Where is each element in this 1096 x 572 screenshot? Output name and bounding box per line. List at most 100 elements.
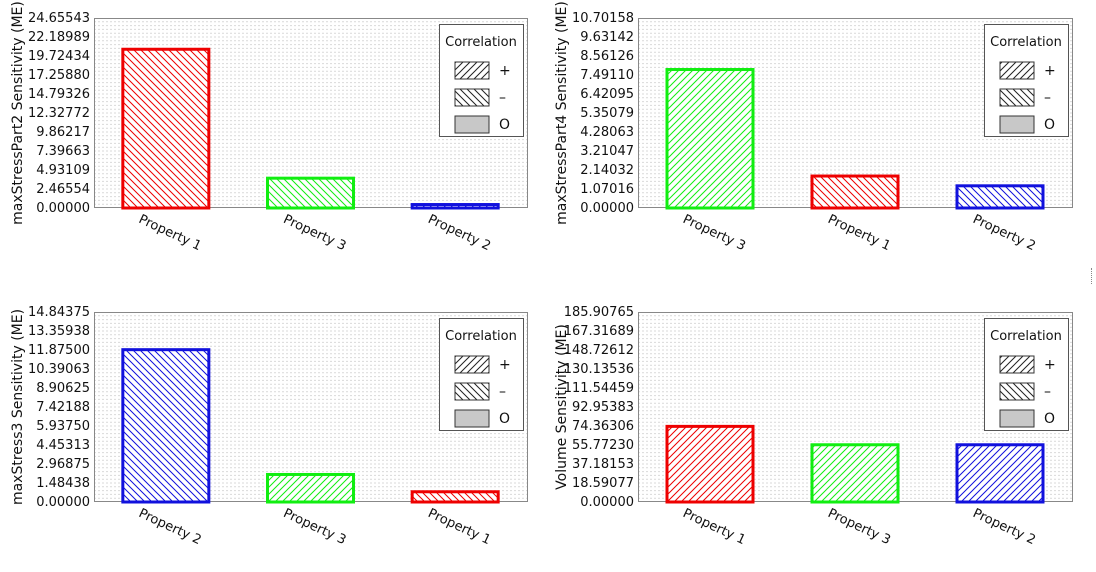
y-tick-label: 3.21047 <box>580 144 634 159</box>
bar-property-3[interactable] <box>810 443 900 504</box>
bar-property-1[interactable] <box>665 424 755 504</box>
y-axis-title: maxStressPart2 Sensitivity (ME) <box>10 1 26 225</box>
y-tick-label: 148.72612 <box>564 343 634 358</box>
y-tick-label: 0.00000 <box>36 201 90 216</box>
legend-title: Correlation <box>445 35 517 50</box>
y-tick-label: 7.42188 <box>36 400 90 415</box>
bar-property-1[interactable] <box>121 47 211 210</box>
category-label: Property 1 <box>825 212 892 254</box>
y-tick-label: 130.13536 <box>564 362 634 377</box>
legend: Correlation + – O <box>439 24 524 137</box>
y-tick-label: 8.56126 <box>580 49 634 64</box>
y-tick-label: 14.79326 <box>28 87 90 102</box>
y-tick-label: 24.65543 <box>28 11 90 26</box>
y-tick-label: 10.39063 <box>28 362 90 377</box>
y-tick-label: 7.39663 <box>36 144 90 159</box>
chart-panel-3: 0.00000 1.48438 2.96875 4.45313 5.93750 7.421… <box>10 305 528 548</box>
legend-symbol: – <box>1044 90 1051 106</box>
y-tick-label: 22.18989 <box>28 30 90 45</box>
bar-property-3[interactable] <box>266 176 355 210</box>
category-label: Property 2 <box>425 212 492 254</box>
chart-panel-4: 0.00000 18.59077 37.18153 55.77230 74.36306 9… <box>554 305 1073 548</box>
category-label: Property 1 <box>680 506 747 548</box>
y-tick-label: 0.00000 <box>580 495 634 510</box>
bar-property-2[interactable] <box>410 203 500 210</box>
category-label: Property 2 <box>136 506 203 548</box>
y-tick-label: 10.70158 <box>572 11 634 26</box>
legend-swatch <box>454 355 490 374</box>
bar-property-3[interactable] <box>266 472 355 504</box>
bar-property-2[interactable] <box>955 443 1045 504</box>
legend-swatch <box>999 409 1035 428</box>
chart-panel-2: 0.00000 1.07016 2.14032 3.21047 4.28063 5.350… <box>554 1 1073 254</box>
legend-swatch <box>454 88 490 107</box>
legend-swatch <box>999 88 1035 107</box>
y-tick-label: 18.59077 <box>572 476 634 491</box>
legend-swatch <box>999 115 1035 134</box>
legend-symbol: + <box>499 357 511 373</box>
y-tick-label: 55.77230 <box>572 438 634 453</box>
splitter-handle[interactable] <box>1091 268 1096 284</box>
legend-swatch <box>454 115 490 134</box>
y-tick-label: 14.84375 <box>28 305 90 320</box>
legend: Correlation + – O <box>984 318 1069 431</box>
y-tick-label: 185.90765 <box>564 305 634 320</box>
y-tick-label: 6.42095 <box>580 87 634 102</box>
y-tick-label: 4.93109 <box>36 163 90 178</box>
legend-swatch <box>454 61 490 80</box>
legend-symbol: + <box>1044 357 1056 373</box>
category-label: Property 3 <box>281 212 348 254</box>
y-tick-label: 9.63142 <box>580 30 634 45</box>
y-tick-label: 111.54459 <box>564 381 634 396</box>
bar-property-2[interactable] <box>955 184 1045 210</box>
legend-symbol: – <box>1044 384 1051 400</box>
y-tick-label: 7.49110 <box>580 68 634 83</box>
legend-symbol: – <box>499 384 506 400</box>
legend-symbol: O <box>1044 411 1055 427</box>
bar-property-1[interactable] <box>410 490 500 504</box>
legend-swatch <box>999 382 1035 401</box>
legend: Correlation + – O <box>439 318 524 431</box>
legend-symbol: O <box>1044 117 1055 133</box>
y-tick-label: 4.28063 <box>580 125 634 140</box>
category-label: Property 2 <box>970 212 1037 254</box>
bar-property-3[interactable] <box>665 68 755 210</box>
category-label: Property 1 <box>136 212 203 254</box>
y-tick-label: 17.25880 <box>28 68 90 83</box>
y-tick-label: 74.36306 <box>572 419 634 434</box>
y-tick-label: 92.95383 <box>572 400 634 415</box>
category-label: Property 2 <box>970 506 1037 548</box>
legend-title: Correlation <box>990 329 1062 344</box>
legend-title: Correlation <box>445 329 517 344</box>
category-label: Property 1 <box>425 506 492 548</box>
legend-symbol: – <box>499 90 506 106</box>
legend-symbol: O <box>499 411 510 427</box>
y-tick-label: 2.96875 <box>36 457 90 472</box>
legend-swatch <box>454 409 490 428</box>
legend-swatch <box>454 382 490 401</box>
legend-symbol: + <box>1044 63 1056 79</box>
legend-title: Correlation <box>990 35 1062 50</box>
y-tick-label: 0.00000 <box>580 201 634 216</box>
y-axis-title: maxStressPart4 Sensitivity (ME) <box>554 1 570 225</box>
legend: Correlation + – O <box>984 24 1069 137</box>
bar-property-1[interactable] <box>810 174 900 210</box>
y-tick-label: 1.48438 <box>36 476 90 491</box>
y-axis-title: Volume Sensitivity (ME) <box>554 324 570 490</box>
y-tick-label: 37.18153 <box>572 457 634 472</box>
legend-symbol: O <box>499 117 510 133</box>
category-label: Property 3 <box>825 506 892 548</box>
y-tick-label: 0.00000 <box>36 495 90 510</box>
y-tick-label: 9.86217 <box>36 125 90 140</box>
y-tick-label: 12.32772 <box>28 106 90 121</box>
y-tick-label: 8.90625 <box>36 381 90 396</box>
y-tick-label: 13.35938 <box>28 324 90 339</box>
y-tick-label: 2.46554 <box>36 182 90 197</box>
bar-property-2[interactable] <box>121 348 211 504</box>
y-tick-label: 167.31689 <box>564 324 634 339</box>
legend-symbol: + <box>499 63 511 79</box>
category-label: Property 3 <box>680 212 747 254</box>
category-label: Property 3 <box>281 506 348 548</box>
legend-swatch <box>999 355 1035 374</box>
